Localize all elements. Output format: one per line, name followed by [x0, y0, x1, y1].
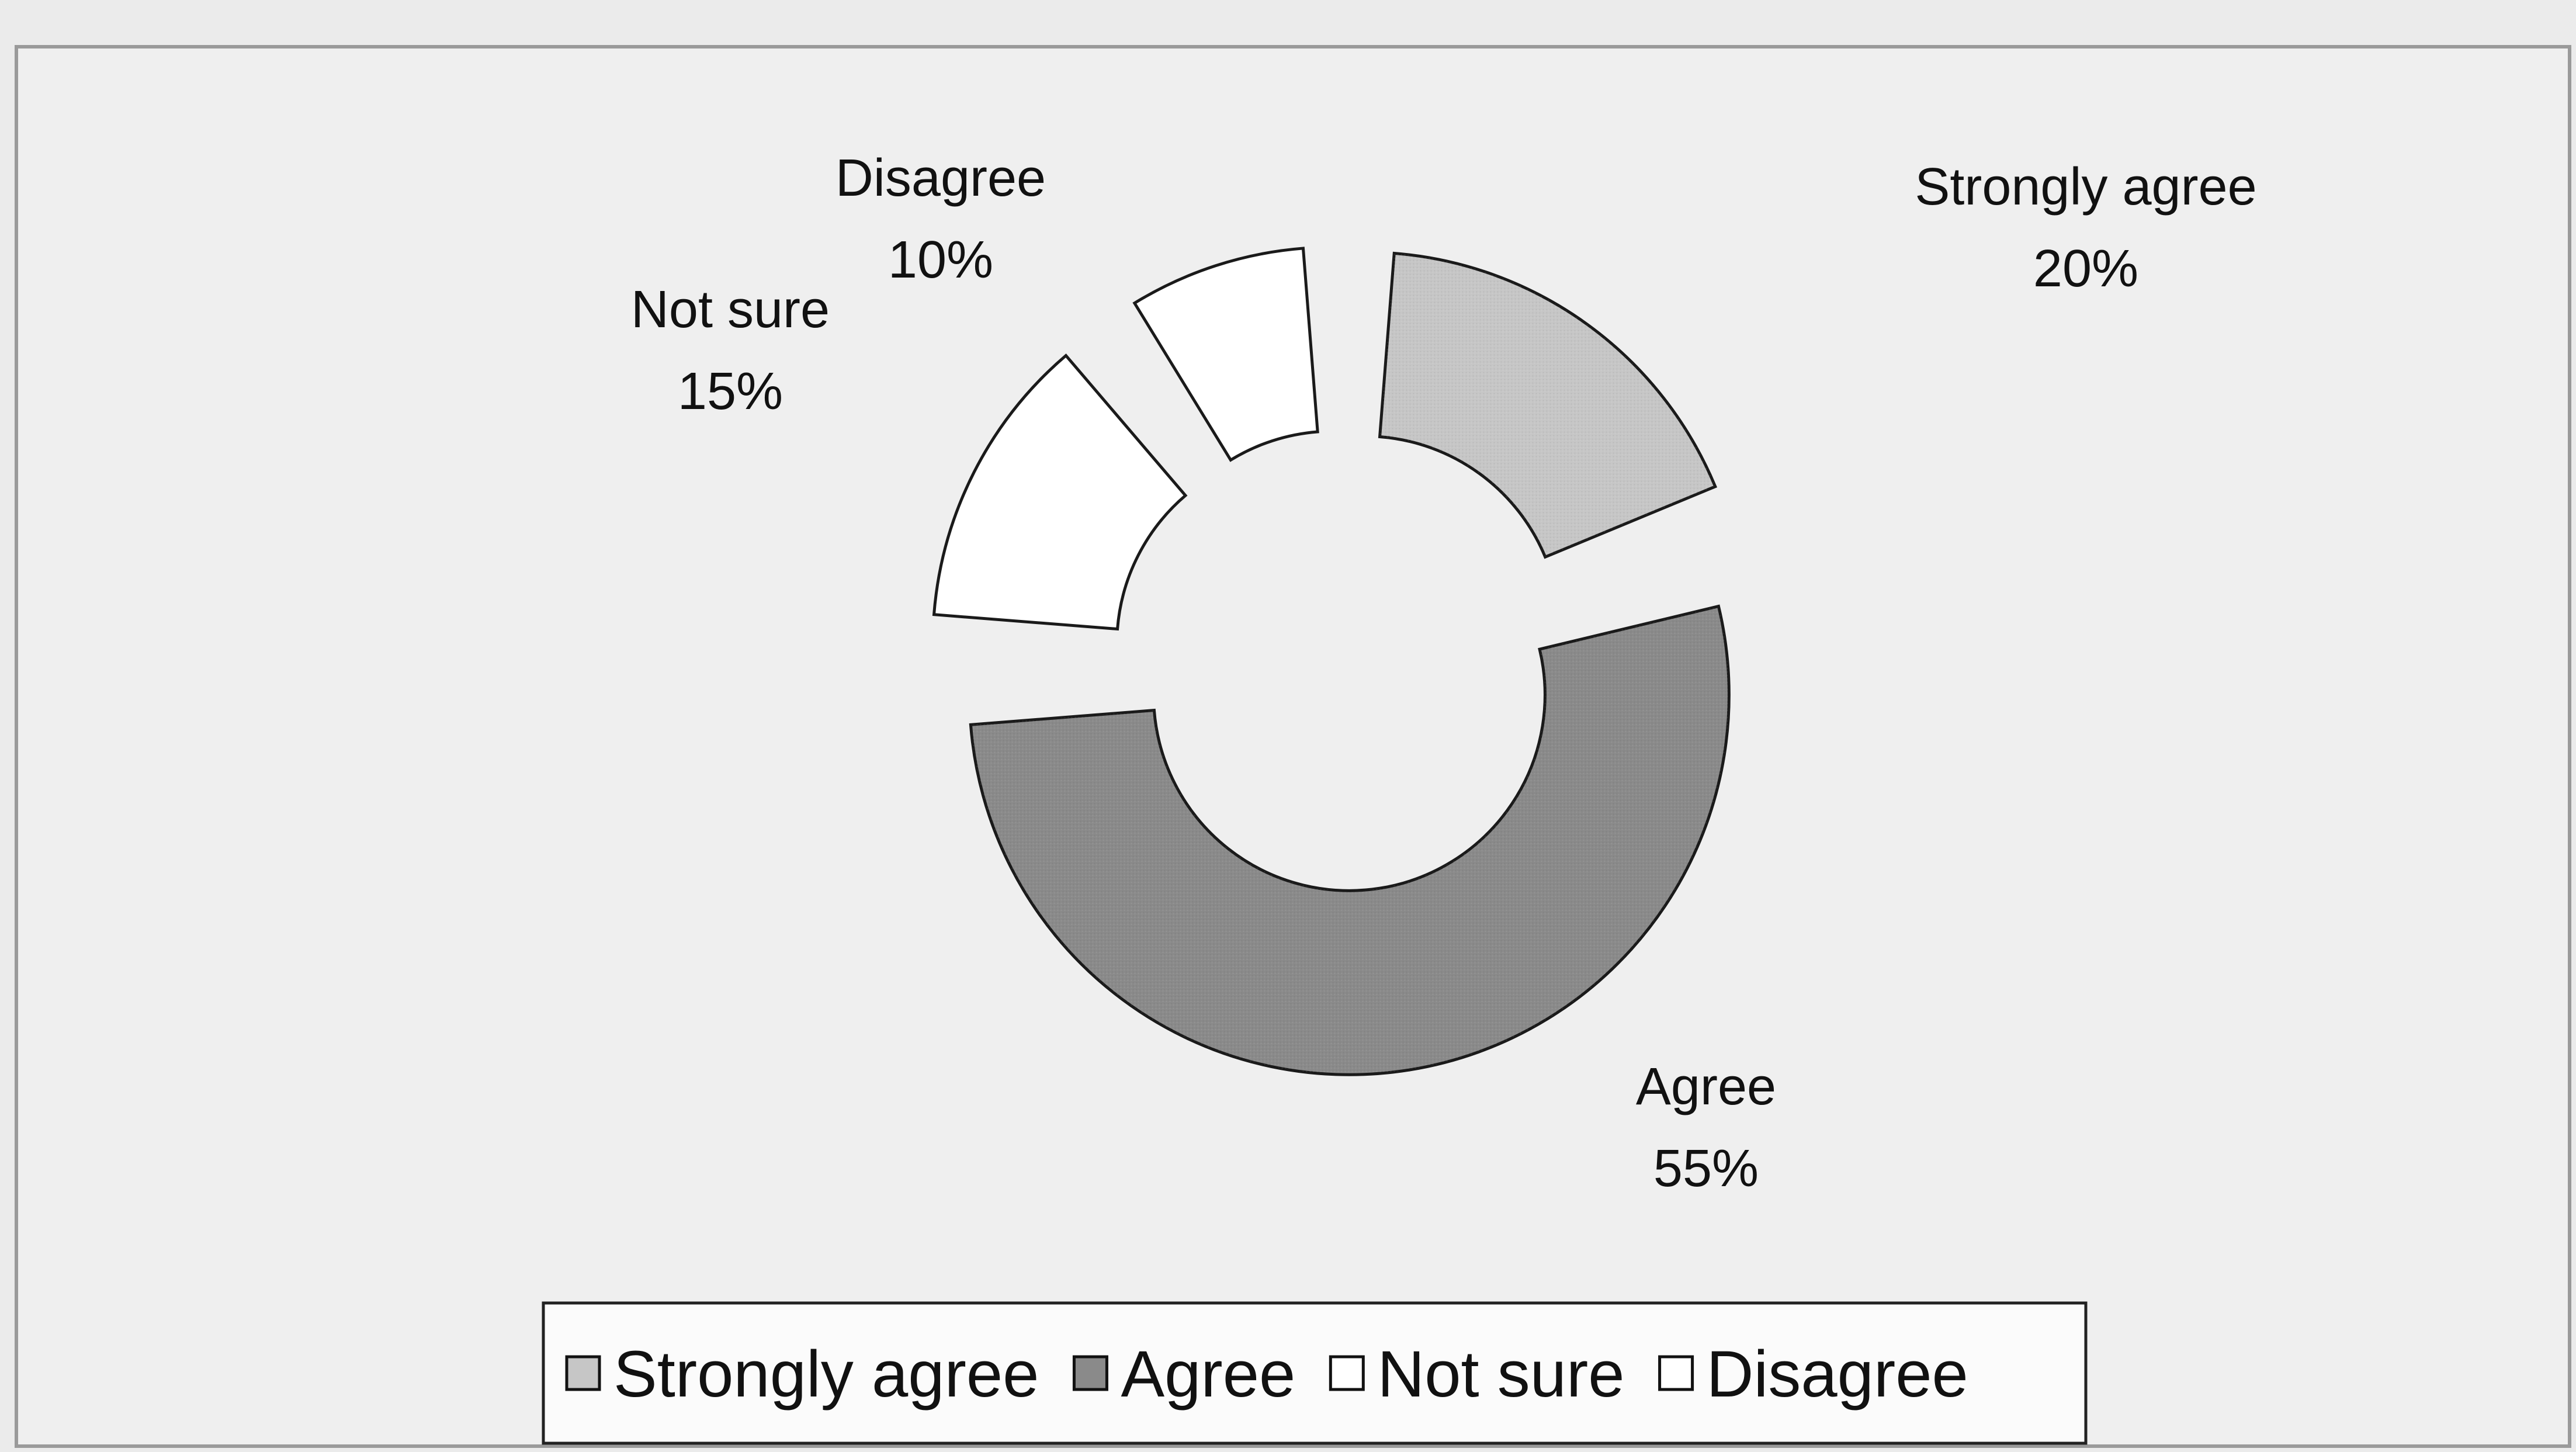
slice-label-not-sure: Not sure — [631, 280, 830, 339]
slice-label-disagree: Disagree — [835, 149, 1046, 207]
slice-disagree — [1132, 247, 1319, 462]
slice-value-disagree: 10% — [888, 231, 993, 289]
slice-texture-strongly-agree — [1379, 253, 1715, 557]
legend-label-not-sure: Not sure — [1377, 1337, 1624, 1411]
slice-value-strongly-agree: 20% — [2033, 240, 2138, 298]
legend-box — [542, 1301, 2088, 1445]
legend-swatch-agree — [1072, 1355, 1108, 1391]
slice-value-not-sure: 15% — [678, 362, 783, 421]
legend-swatch-not-sure — [1329, 1355, 1365, 1391]
legend-swatch-strongly-agree — [565, 1355, 601, 1391]
legend: Strongly agree Agree Not sure Disagree — [542, 1301, 2088, 1445]
slice-value-agree: 55% — [1653, 1139, 1759, 1198]
slice-label-agree: Agree — [1636, 1058, 1776, 1116]
legend-label-strongly-agree: Strongly agree — [613, 1337, 1039, 1411]
legend-label-disagree: Disagree — [1707, 1337, 1968, 1411]
slice-label-strongly-agree: Strongly agree — [1915, 158, 2256, 216]
slice-not-sure — [932, 353, 1188, 631]
legend-swatch-disagree — [1658, 1355, 1694, 1391]
legend-label-agree: Agree — [1121, 1337, 1295, 1411]
slice-texture-agree — [970, 606, 1729, 1075]
